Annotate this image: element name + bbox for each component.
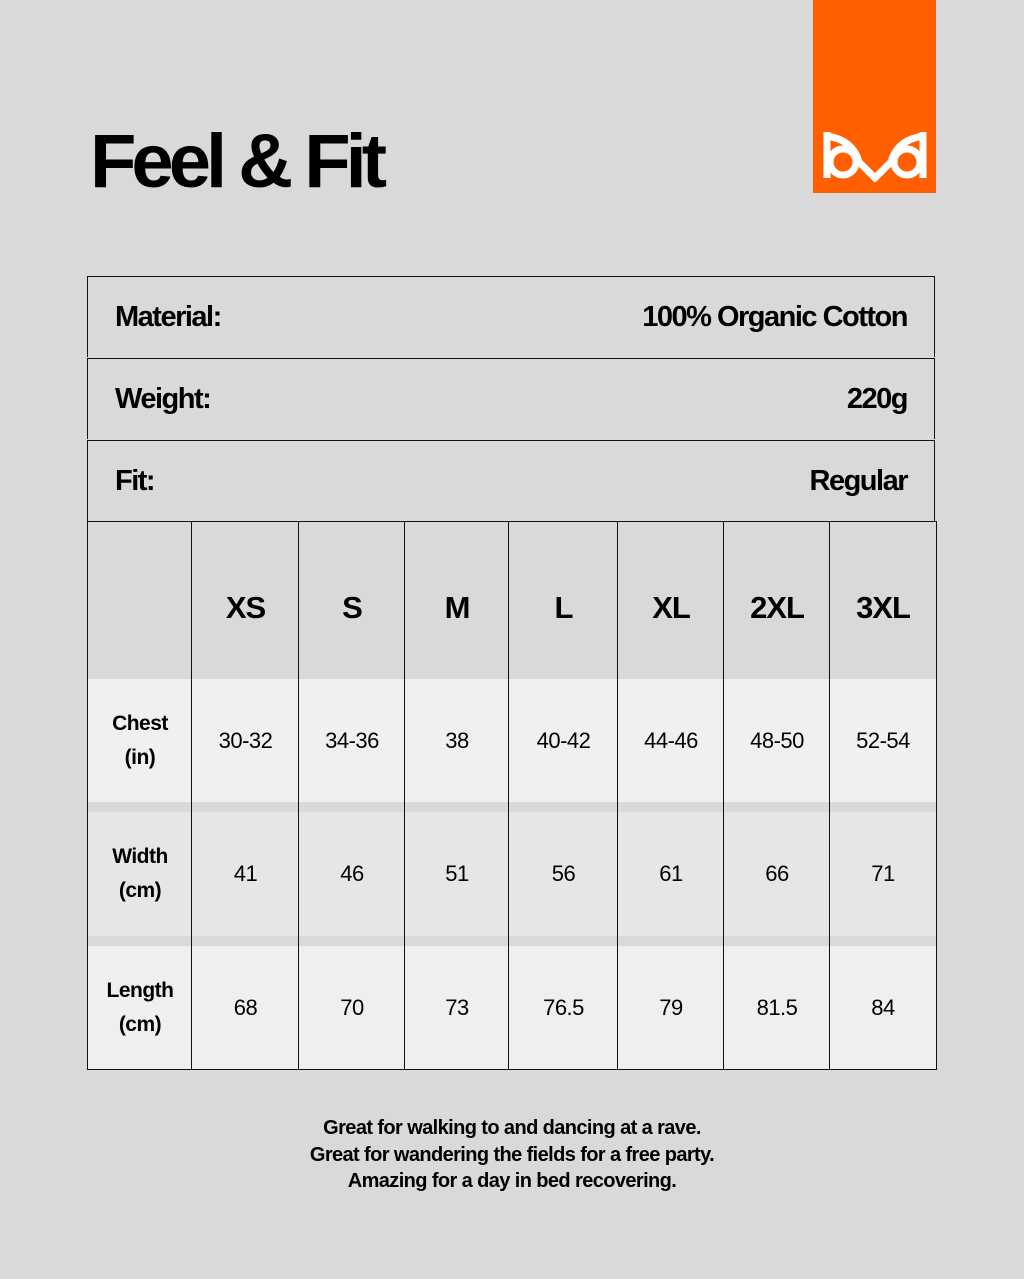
size-header: XS — [192, 522, 299, 694]
cell-value: 30-32 — [218, 727, 273, 753]
row-background — [88, 802, 936, 812]
measure-unit: (cm) — [118, 1012, 162, 1036]
table-cell: 66 — [724, 812, 830, 936]
cell-value: 46 — [340, 861, 364, 886]
table-cell: 48-50 — [724, 679, 830, 802]
spec-label: Weight: — [115, 382, 212, 415]
column-divider — [404, 522, 405, 1069]
measure-unit: (cm) — [118, 879, 162, 902]
row-background — [88, 679, 936, 802]
table-cell: 52-54 — [830, 679, 936, 802]
column-divider — [617, 522, 618, 1069]
table-cell: 79 — [618, 946, 724, 1069]
spec-row: Weight: 220g — [87, 358, 935, 439]
size-label: S — [342, 590, 363, 625]
table-cell: 46 — [299, 812, 405, 936]
cell-value: 81.5 — [756, 994, 798, 1020]
cell-value: 48-50 — [750, 727, 804, 753]
cell-value: 44-46 — [644, 727, 698, 753]
table-cell: 41 — [192, 812, 299, 936]
footer-line: Amazing for a day in bed recovering. — [347, 1170, 677, 1192]
measure-name: Width — [112, 845, 168, 868]
table-cell: 71 — [830, 812, 936, 936]
cell-value: 70 — [340, 994, 364, 1020]
table-cell: 56 — [509, 812, 618, 936]
table-cell: 76.5 — [509, 946, 618, 1069]
table-cell: 38 — [405, 679, 509, 802]
size-header: 2XL — [724, 522, 830, 694]
table-cell: 81.5 — [724, 946, 830, 1069]
row-label: Width (cm) — [88, 812, 192, 936]
table-cell: 68 — [192, 946, 299, 1069]
spec-value: 220g — [846, 382, 909, 415]
logo-mark-icon — [823, 132, 927, 182]
row-label: Chest (in) — [88, 679, 192, 802]
size-header: 3XL — [830, 522, 936, 694]
cell-value: 41 — [233, 861, 258, 886]
cell-value: 38 — [445, 727, 469, 753]
table-cell: 70 — [299, 946, 405, 1069]
size-label: 3XL — [856, 590, 911, 625]
row-label: Length (cm) — [88, 946, 192, 1069]
table-cell: 40-42 — [509, 679, 618, 802]
row-background — [88, 812, 936, 936]
size-header: XL — [618, 522, 724, 694]
cell-value: 66 — [765, 861, 789, 886]
column-divider — [508, 522, 509, 1069]
table-cell: 73 — [405, 946, 509, 1069]
table-cell: 61 — [618, 812, 724, 936]
measure-name: Length — [106, 978, 174, 1002]
table-cell: 84 — [830, 946, 936, 1069]
spec-label: Material: — [115, 300, 222, 333]
row-background — [88, 522, 936, 679]
size-label: 2XL — [750, 590, 805, 625]
table-cell: 51 — [405, 812, 509, 936]
table-cell: 44-46 — [618, 679, 724, 802]
cell-value: 73 — [445, 994, 469, 1020]
cell-value: 40-42 — [536, 727, 591, 753]
size-label: M — [444, 590, 471, 625]
footer-line: Great for wandering the fields for a fre… — [309, 1143, 715, 1166]
size-header: L — [509, 522, 618, 694]
brand-logo — [813, 0, 936, 193]
size-label: L — [554, 590, 574, 625]
size-label: XS — [225, 590, 266, 625]
table-cell: 30-32 — [192, 679, 299, 802]
cell-value: 51 — [445, 861, 469, 886]
size-label: XL — [652, 590, 691, 625]
column-divider — [723, 522, 724, 1069]
cell-value: 71 — [871, 861, 895, 886]
footer-line: Great for walking to and dancing at a ra… — [323, 1117, 701, 1139]
spec-value: 100% Organic Cotton — [642, 300, 908, 333]
size-header: S — [299, 522, 405, 694]
spec-label: Fit: — [115, 464, 156, 497]
table-cell: 34-36 — [299, 679, 405, 802]
cell-value: 34-36 — [325, 727, 379, 753]
row-background — [88, 936, 936, 946]
spec-row: Fit: Regular — [87, 440, 935, 521]
column-divider — [829, 522, 830, 1069]
spec-row: Material: 100% Organic Cotton — [87, 276, 935, 357]
measure-name: Chest — [112, 711, 168, 735]
cell-value: 84 — [871, 994, 895, 1020]
row-background — [88, 946, 936, 1069]
footer-text: Great for walking to and dancing at a ra… — [0, 1115, 1024, 1195]
measure-unit: (in) — [124, 745, 156, 769]
cell-value: 76.5 — [543, 994, 584, 1020]
cell-value: 79 — [659, 994, 683, 1020]
size-header: M — [405, 522, 509, 694]
cell-value: 61 — [659, 861, 683, 886]
cell-value: 56 — [551, 861, 576, 886]
cell-value: 68 — [233, 994, 258, 1020]
page-title: Feel & Fit — [90, 119, 387, 204]
cell-value: 52-54 — [856, 727, 910, 753]
size-table: XS S M L XL 2XL 3XL Chest (in) 30-32 34-36 38 40-42 4… — [87, 521, 937, 1070]
spec-value: Regular — [809, 464, 909, 497]
column-divider — [298, 522, 299, 1069]
column-divider — [191, 522, 192, 1069]
